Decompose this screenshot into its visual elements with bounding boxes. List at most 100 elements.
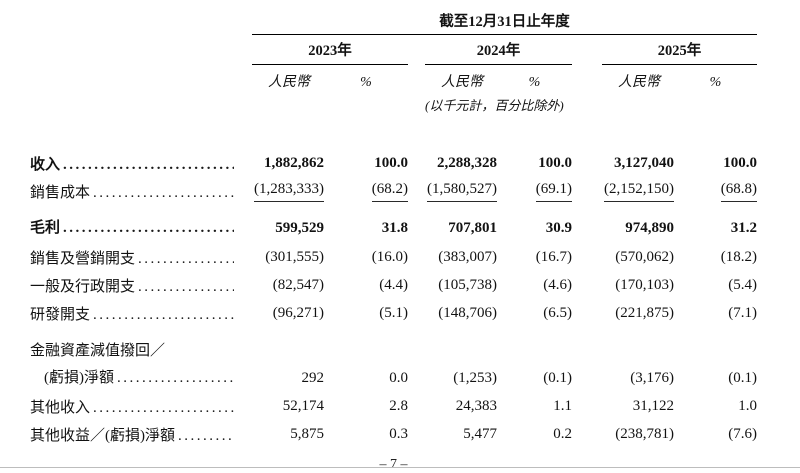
row-label-cell: 毛利 <box>30 205 252 243</box>
table-row-other-income: 其他收入 52,174 2.8 24,383 1.1 31,122 1.0 <box>30 392 757 420</box>
gap-cell <box>572 243 602 271</box>
dot-leader <box>93 307 234 324</box>
page-bottom-divider <box>0 467 800 468</box>
empty-cell <box>30 119 757 149</box>
table-row-rd-expenses: 研發開支 (96,271) (5.1) (148,706) (6.5) (221… <box>30 299 757 327</box>
cell-value: 1.1 <box>553 397 572 414</box>
period-header-row: 截至12月31日止年度 <box>30 6 757 35</box>
cell-value: (0.1) <box>543 370 572 386</box>
gap-cell <box>572 299 602 327</box>
cell-value: (3,176) <box>630 370 674 386</box>
gap-cell <box>408 95 425 119</box>
table-row-selling-expenses: 銷售及營銷開支 (301,555) (16.0) (383,007) (16.7… <box>30 243 757 271</box>
cell-value: (82,547) <box>272 276 324 293</box>
row-label-line1: 金融資產減值撥回／ <box>30 343 166 359</box>
cell-value: 31.8 <box>381 220 408 236</box>
year-2025-header: 2025年 <box>602 34 757 65</box>
gap-cell <box>408 299 425 327</box>
gap-cell <box>408 65 425 96</box>
table-row-cost-of-sales: 銷售成本 (1,283,333) (68.2) (1,580,527) (69.… <box>30 177 757 205</box>
cell-value: (1,283,333) <box>252 177 324 205</box>
cell-value: 1,882,862 <box>264 154 324 171</box>
cell-value: (383,007) <box>438 248 497 265</box>
cell-value: 2.8 <box>389 397 408 414</box>
gap-cell <box>408 149 425 177</box>
cell-value: 0.3 <box>389 425 408 442</box>
cell-value: (16.7) <box>535 248 572 265</box>
cell-value: (1,253) <box>453 370 497 386</box>
year-2023-header: 2023年 <box>252 34 408 65</box>
gap-cell <box>408 243 425 271</box>
cell-value: (4.4) <box>379 276 408 293</box>
dot-leader <box>138 279 234 296</box>
cell-value: (148,706) <box>438 304 497 321</box>
gap-cell <box>408 392 425 420</box>
gap-cell <box>572 392 602 420</box>
cell-value: 31.2 <box>730 220 757 236</box>
spacer-row <box>30 119 757 149</box>
cell-value: (68.8) <box>674 177 757 205</box>
cell-value: 0.2 <box>553 425 572 442</box>
dot-leader <box>117 370 234 387</box>
cell-value: 100.0 <box>374 154 408 171</box>
cell-value: 31,122 <box>632 397 674 414</box>
cell-value: (570,062) <box>615 248 674 265</box>
cell-value: (301,555) <box>265 248 324 265</box>
percent-header-2025: % <box>709 75 722 90</box>
gap-cell <box>572 95 602 119</box>
cell-value: 24,383 <box>455 397 497 414</box>
table-row-gross-profit: 毛利 599,529 31.8 707,801 30.9 974,890 31.… <box>30 205 757 243</box>
period-header: 截至12月31日止年度 <box>252 6 757 35</box>
gap-cell <box>408 327 425 392</box>
cell-value: 5,477 <box>463 425 497 442</box>
gap-cell <box>572 65 602 96</box>
empty-cell <box>30 95 252 119</box>
row-label: 一般及行政開支 <box>30 278 136 295</box>
currency-header-2024: 人民幣 <box>441 75 483 90</box>
empty-cell <box>602 95 757 119</box>
cell-value: 3,127,040 <box>614 154 674 171</box>
gap-cell <box>408 271 425 299</box>
cell-value: (5.4) <box>728 276 757 293</box>
cell-value: (2,152,150) <box>602 177 674 205</box>
dot-leader <box>93 400 234 417</box>
gap-cell <box>572 420 602 448</box>
cell-value: (16.0) <box>371 248 408 265</box>
cell-value: (4.6) <box>543 276 572 293</box>
cell-value: (96,271) <box>272 304 324 321</box>
row-label-cell: 一般及行政開支 <box>30 271 252 299</box>
cell-value: (7.6) <box>728 425 757 442</box>
table-row-revenue: 收入 1,882,862 100.0 2,288,328 100.0 3,127… <box>30 149 757 177</box>
row-label: (虧損)淨額 <box>44 370 114 386</box>
gap-cell <box>572 271 602 299</box>
row-label: 其他收入 <box>30 399 91 416</box>
gap-cell <box>572 327 602 392</box>
row-label-cell: 其他收益／(虧損)淨額 <box>30 420 252 448</box>
gap-cell <box>408 205 425 243</box>
row-label-cell: 收入 <box>30 149 252 177</box>
dot-leader <box>138 251 234 268</box>
cell-value: (69.1) <box>497 177 572 205</box>
financial-summary-table: 截至12月31日止年度 2023年 2024年 2025年 人民幣 % 人民幣 … <box>30 6 757 448</box>
empty-cell <box>30 35 252 65</box>
percent-header-2024: % <box>528 75 541 90</box>
row-label-cell: 銷售成本 <box>30 177 252 205</box>
percent-header-2023: % <box>360 75 372 90</box>
empty-cell <box>30 65 252 96</box>
cell-value: (105,738) <box>438 276 497 293</box>
gap-cell <box>408 35 425 65</box>
row-label-cell: 其他收入 <box>30 392 252 420</box>
row-label-cell: 研發開支 <box>30 299 252 327</box>
cell-value: 5,875 <box>290 425 324 442</box>
empty-cell <box>30 6 252 35</box>
empty-cell <box>252 95 408 119</box>
unit-note: (以千元計，百分比除外) <box>425 98 564 113</box>
gap-cell <box>408 420 425 448</box>
row-label: 研發開支 <box>30 306 91 323</box>
year-header-row: 2023年 2024年 2025年 <box>30 34 757 65</box>
row-label: 銷售成本 <box>30 184 91 201</box>
cell-value: (1,580,527) <box>425 177 497 205</box>
currency-header-2025: 人民幣 <box>618 75 660 90</box>
gap-cell <box>572 205 602 243</box>
